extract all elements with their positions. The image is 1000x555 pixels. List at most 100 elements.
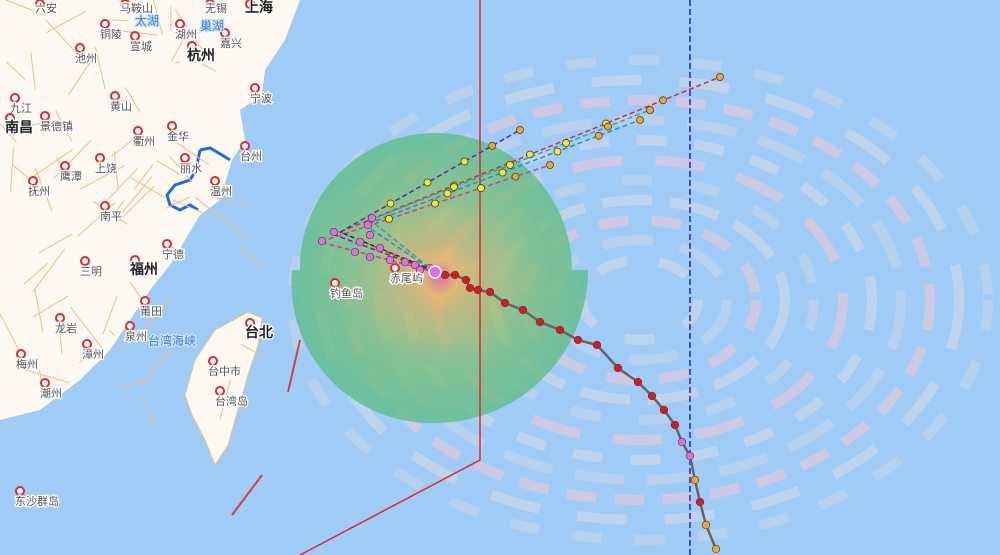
track-point[interactable] [410, 260, 420, 270]
track-point[interactable] [711, 544, 721, 554]
city-label: 湖州 [175, 28, 197, 41]
city-marker [100, 19, 110, 29]
forecast-point [594, 131, 603, 140]
track-point[interactable] [535, 317, 545, 327]
track-point[interactable] [473, 285, 483, 295]
track-point[interactable] [670, 420, 680, 430]
typhoon-tracks [317, 73, 724, 554]
city-marker [130, 255, 140, 265]
track-point[interactable] [690, 475, 700, 485]
track-point[interactable] [350, 247, 360, 257]
city-marker [390, 263, 400, 273]
forecast-point [646, 106, 654, 114]
track-point[interactable] [592, 340, 602, 350]
city-label: 泉州 [125, 329, 147, 343]
city-label: 景德镇 [40, 119, 73, 133]
track-point[interactable] [440, 270, 450, 280]
city-label: 宁波 [250, 91, 272, 105]
forecast-point [498, 168, 507, 177]
track-point[interactable] [465, 283, 475, 293]
track-point[interactable] [518, 305, 528, 315]
track-point[interactable] [677, 437, 687, 447]
track-point[interactable] [400, 257, 410, 267]
track-point[interactable] [317, 236, 327, 246]
city-label: 上饶 [95, 162, 117, 175]
warning-line-segment [287, 339, 301, 393]
city-marker [82, 339, 92, 349]
city-marker [208, 356, 218, 366]
track-point[interactable] [365, 230, 375, 240]
forecast-point [659, 96, 667, 105]
forecast-point [431, 199, 439, 208]
forecast-point [716, 73, 724, 81]
track-point[interactable] [461, 275, 471, 285]
city-marker [180, 153, 190, 163]
warning-line-segment [231, 474, 263, 516]
city-marker [187, 41, 197, 51]
track-point[interactable] [500, 298, 510, 308]
city-marker [40, 111, 50, 121]
city-marker [140, 296, 150, 306]
track-point[interactable] [701, 520, 711, 530]
road-network [0, 0, 266, 426]
city-label: 钓鱼岛 [330, 286, 363, 300]
city-marker [10, 93, 20, 103]
city-label: 宁德 [162, 247, 184, 261]
track-point[interactable] [555, 325, 565, 335]
track-point[interactable] [415, 265, 425, 275]
zhejiang-boundary [165, 146, 231, 212]
track-point[interactable] [685, 451, 695, 461]
track-point[interactable] [485, 287, 495, 297]
city-label: 潮州 [40, 386, 62, 400]
city-marker [240, 141, 250, 151]
typhoon-center-icon[interactable] [428, 265, 442, 279]
track-point[interactable] [659, 405, 669, 415]
track-point[interactable] [450, 270, 460, 280]
forecast-point [516, 126, 524, 134]
city-label: 金华 [167, 129, 189, 143]
forecast-point [604, 122, 612, 131]
city-label: 鹰潭 [60, 169, 82, 183]
track-point[interactable] [363, 220, 373, 230]
city-marker [16, 349, 26, 359]
forecast-point [443, 189, 452, 198]
city-label: 黄山 [110, 99, 132, 113]
track-point[interactable] [573, 335, 583, 345]
forecast-point [450, 183, 458, 191]
city-marker [215, 386, 225, 396]
city-label: 三明 [80, 265, 102, 278]
city-marker [35, 0, 45, 9]
city-marker [110, 91, 120, 101]
city-marker [210, 176, 220, 186]
city-marker [120, 0, 130, 9]
city-label: 温州 [210, 185, 232, 198]
city-label: 六安 [35, 1, 57, 15]
track-point[interactable] [633, 377, 643, 387]
track-point[interactable] [695, 497, 705, 507]
track-point[interactable] [375, 243, 385, 253]
city-label: 九江 [10, 102, 32, 115]
forecast-point [506, 161, 514, 169]
forecast-point [488, 141, 497, 150]
city-marker [130, 31, 140, 41]
city-label: 台湾岛 [215, 394, 248, 408]
track-point[interactable] [367, 213, 377, 223]
forecast-point [511, 172, 520, 181]
city-marker [167, 121, 177, 131]
city-label: 赤尾屿 [390, 272, 423, 285]
track-point[interactable] [613, 363, 623, 373]
city-label: 铜陵 [100, 27, 122, 41]
forecast-point [562, 139, 570, 147]
city-marker [245, 318, 255, 328]
forecast-point [386, 199, 395, 208]
track-point[interactable] [355, 237, 365, 247]
track-point[interactable] [329, 227, 339, 237]
track-point[interactable] [365, 252, 375, 262]
city-marker [205, 0, 215, 9]
track-point[interactable] [385, 255, 395, 265]
city-marker [330, 278, 340, 288]
city-label: 南昌 [5, 119, 33, 136]
track-point[interactable] [647, 391, 657, 401]
